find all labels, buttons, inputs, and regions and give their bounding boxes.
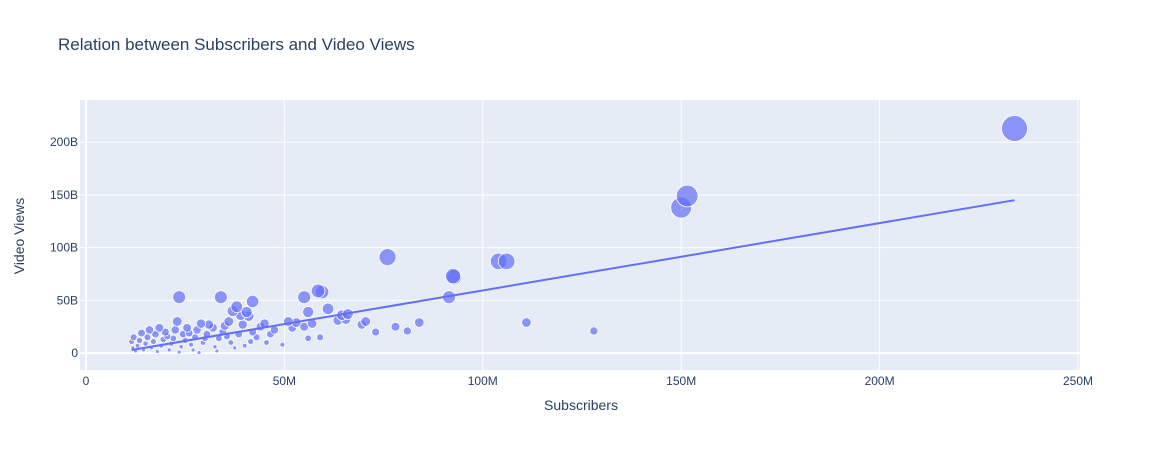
plot-background: [80, 100, 1080, 370]
y-gridlines: [80, 141, 1080, 355]
data-point[interactable]: [390, 321, 401, 332]
chart-title: Relation between Subscribers and Video V…: [58, 35, 415, 54]
data-point[interactable]: [497, 252, 516, 271]
data-point[interactable]: [166, 347, 172, 353]
data-point[interactable]: [321, 302, 335, 315]
data-point[interactable]: [402, 326, 412, 336]
y-axis-title: Video Views: [11, 198, 27, 275]
data-point[interactable]: [232, 345, 238, 351]
y-tick-label: 50B: [57, 293, 78, 307]
data-point[interactable]: [171, 316, 183, 327]
data-point[interactable]: [182, 323, 192, 333]
data-point[interactable]: [675, 184, 699, 208]
data-point[interactable]: [304, 334, 312, 343]
y-tick-labels: 0 50B 100B 150B 200B: [50, 135, 78, 360]
data-points: [128, 115, 1028, 355]
data-point[interactable]: [247, 338, 254, 345]
data-point[interactable]: [360, 316, 371, 327]
x-tick-label: 100M: [468, 374, 498, 388]
data-point[interactable]: [142, 340, 149, 347]
data-point[interactable]: [223, 316, 235, 327]
data-point[interactable]: [154, 349, 160, 354]
data-point[interactable]: [316, 333, 324, 342]
data-point[interactable]: [589, 326, 599, 336]
data-point[interactable]: [302, 306, 315, 318]
data-point[interactable]: [378, 248, 397, 267]
data-point[interactable]: [134, 342, 141, 349]
y-tick-label: 200B: [50, 135, 78, 149]
data-point[interactable]: [178, 344, 184, 350]
data-point[interactable]: [297, 290, 312, 305]
data-point[interactable]: [237, 319, 248, 330]
y-tick-label: 100B: [50, 241, 78, 255]
x-axis-title: Subscribers: [544, 397, 618, 413]
data-point[interactable]: [176, 349, 182, 355]
data-point[interactable]: [212, 344, 218, 350]
data-point[interactable]: [150, 338, 157, 345]
data-point[interactable]: [136, 336, 144, 344]
x-tick-label: 200M: [865, 374, 895, 388]
data-point[interactable]: [214, 348, 220, 354]
x-tick-label: 50M: [273, 374, 296, 388]
data-point[interactable]: [196, 350, 202, 355]
x-gridlines: [84, 100, 1079, 370]
data-point[interactable]: [172, 290, 187, 305]
data-point[interactable]: [137, 328, 146, 338]
x-tick-label: 0: [83, 374, 90, 388]
x-tick-label: 150M: [666, 374, 696, 388]
data-point[interactable]: [241, 342, 248, 349]
data-point[interactable]: [445, 268, 462, 285]
data-point[interactable]: [521, 317, 532, 328]
data-point[interactable]: [129, 333, 138, 342]
data-point[interactable]: [310, 283, 326, 299]
data-point[interactable]: [263, 339, 270, 346]
data-point[interactable]: [245, 294, 260, 309]
y-tick-label: 0: [71, 346, 78, 360]
data-point[interactable]: [227, 339, 235, 346]
data-point[interactable]: [188, 341, 195, 348]
data-point[interactable]: [1001, 115, 1028, 142]
data-point[interactable]: [154, 323, 165, 333]
data-point[interactable]: [213, 290, 228, 305]
data-point[interactable]: [230, 300, 244, 314]
data-point[interactable]: [414, 317, 425, 328]
y-tick-label: 150B: [50, 188, 78, 202]
data-point[interactable]: [195, 318, 207, 329]
trendline: [131, 199, 1015, 351]
data-point[interactable]: [190, 347, 196, 353]
data-point[interactable]: [144, 325, 155, 335]
data-point[interactable]: [170, 325, 180, 335]
data-point[interactable]: [279, 341, 286, 348]
data-point[interactable]: [240, 306, 253, 318]
x-tick-label: 250M: [1063, 374, 1093, 388]
data-point[interactable]: [371, 327, 381, 337]
x-tick-labels: 0 50M 100M 150M 200M 250M: [83, 374, 1093, 388]
